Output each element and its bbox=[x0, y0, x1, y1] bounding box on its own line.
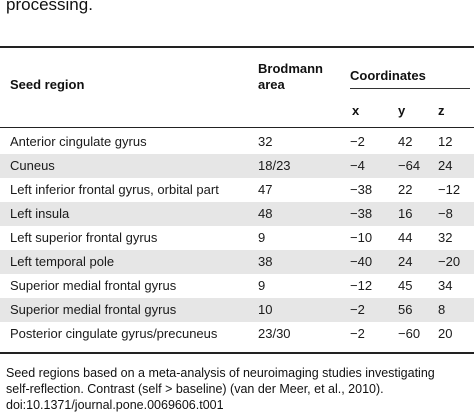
table-row: Left temporal pole 38 −40 24 −20 bbox=[0, 250, 474, 274]
header-bottom-rule bbox=[0, 127, 474, 128]
cell-y: 45 bbox=[398, 278, 413, 293]
table-row: Anterior cingulate gyrus 32 −2 42 12 bbox=[0, 130, 474, 154]
table-caption-fragment: processing. bbox=[6, 0, 93, 14]
cell-brodmann: 23/30 bbox=[258, 326, 291, 341]
cell-z: 24 bbox=[438, 158, 453, 173]
cell-x: −38 bbox=[350, 182, 373, 197]
cell-brodmann: 9 bbox=[258, 278, 266, 293]
cell-x: −2 bbox=[350, 134, 365, 149]
top-rule bbox=[0, 46, 474, 48]
header-brodmann-line1: Brodmann bbox=[258, 61, 323, 76]
cell-y: 24 bbox=[398, 254, 413, 269]
cell-z: −12 bbox=[438, 182, 461, 197]
cell-region: Superior medial frontal gyrus bbox=[10, 302, 177, 317]
table-row: Left insula 48 −38 16 −8 bbox=[0, 202, 474, 226]
cell-region: Superior medial frontal gyrus bbox=[10, 278, 177, 293]
cell-x: −40 bbox=[350, 254, 373, 269]
cell-brodmann: 48 bbox=[258, 206, 273, 221]
table-footnote: Seed regions based on a meta-analysis of… bbox=[6, 365, 468, 413]
cell-z: −8 bbox=[438, 206, 453, 221]
cell-y: 16 bbox=[398, 206, 413, 221]
cell-y: −64 bbox=[398, 158, 421, 173]
cell-region: Left insula bbox=[10, 206, 70, 221]
cell-z: 12 bbox=[438, 134, 453, 149]
cell-brodmann: 47 bbox=[258, 182, 273, 197]
cell-y: 22 bbox=[398, 182, 413, 197]
table-row: Superior medial frontal gyrus 10 −2 56 8 bbox=[0, 298, 474, 322]
cell-x: −38 bbox=[350, 206, 373, 221]
cell-z: 34 bbox=[438, 278, 453, 293]
cell-y: 44 bbox=[398, 230, 413, 245]
cell-region: Left inferior frontal gyrus, orbital par… bbox=[10, 182, 219, 197]
cell-x: −2 bbox=[350, 302, 365, 317]
cell-brodmann: 32 bbox=[258, 134, 273, 149]
footnote-doi: doi:10.1371/journal.pone.0069606.t001 bbox=[6, 398, 224, 412]
footnote-line1: Seed regions based on a meta-analysis of… bbox=[6, 366, 435, 380]
header-y: y bbox=[398, 103, 406, 118]
header-x: x bbox=[352, 103, 360, 118]
cell-brodmann: 10 bbox=[258, 302, 273, 317]
header-brodmann: Brodmann area bbox=[258, 61, 323, 93]
cell-region: Anterior cingulate gyrus bbox=[10, 134, 147, 149]
cell-brodmann: 9 bbox=[258, 230, 266, 245]
cell-z: −20 bbox=[438, 254, 461, 269]
cell-x: −12 bbox=[350, 278, 373, 293]
header-brodmann-line2: area bbox=[258, 77, 285, 92]
cell-z: 32 bbox=[438, 230, 453, 245]
table-row: Left inferior frontal gyrus, orbital par… bbox=[0, 178, 474, 202]
bottom-rule bbox=[0, 352, 474, 354]
table-row: Superior medial frontal gyrus 9 −12 45 3… bbox=[0, 274, 474, 298]
cell-region: Left temporal pole bbox=[10, 254, 115, 269]
cell-z: 20 bbox=[438, 326, 453, 341]
footnote-line2: self-reflection. Contrast (self > baseli… bbox=[6, 382, 384, 396]
cell-x: −10 bbox=[350, 230, 373, 245]
table-row: Posterior cingulate gyrus/precuneus 23/3… bbox=[0, 322, 474, 346]
cell-y: 42 bbox=[398, 134, 413, 149]
cell-region: Cuneus bbox=[10, 158, 55, 173]
table-row: Cuneus 18/23 −4 −64 24 bbox=[0, 154, 474, 178]
header-z: z bbox=[438, 103, 445, 118]
header-seed-region: Seed region bbox=[10, 77, 85, 92]
cell-z: 8 bbox=[438, 302, 446, 317]
cell-region: Posterior cingulate gyrus/precuneus bbox=[10, 326, 218, 341]
cell-brodmann: 38 bbox=[258, 254, 273, 269]
coordinates-underline bbox=[350, 88, 470, 89]
table-row: Left superior frontal gyrus 9 −10 44 32 bbox=[0, 226, 474, 250]
cell-y: −60 bbox=[398, 326, 421, 341]
header-coordinates: Coordinates bbox=[350, 68, 426, 83]
cell-region: Left superior frontal gyrus bbox=[10, 230, 158, 245]
cell-x: −4 bbox=[350, 158, 365, 173]
cell-y: 56 bbox=[398, 302, 413, 317]
cell-x: −2 bbox=[350, 326, 365, 341]
cell-brodmann: 18/23 bbox=[258, 158, 291, 173]
